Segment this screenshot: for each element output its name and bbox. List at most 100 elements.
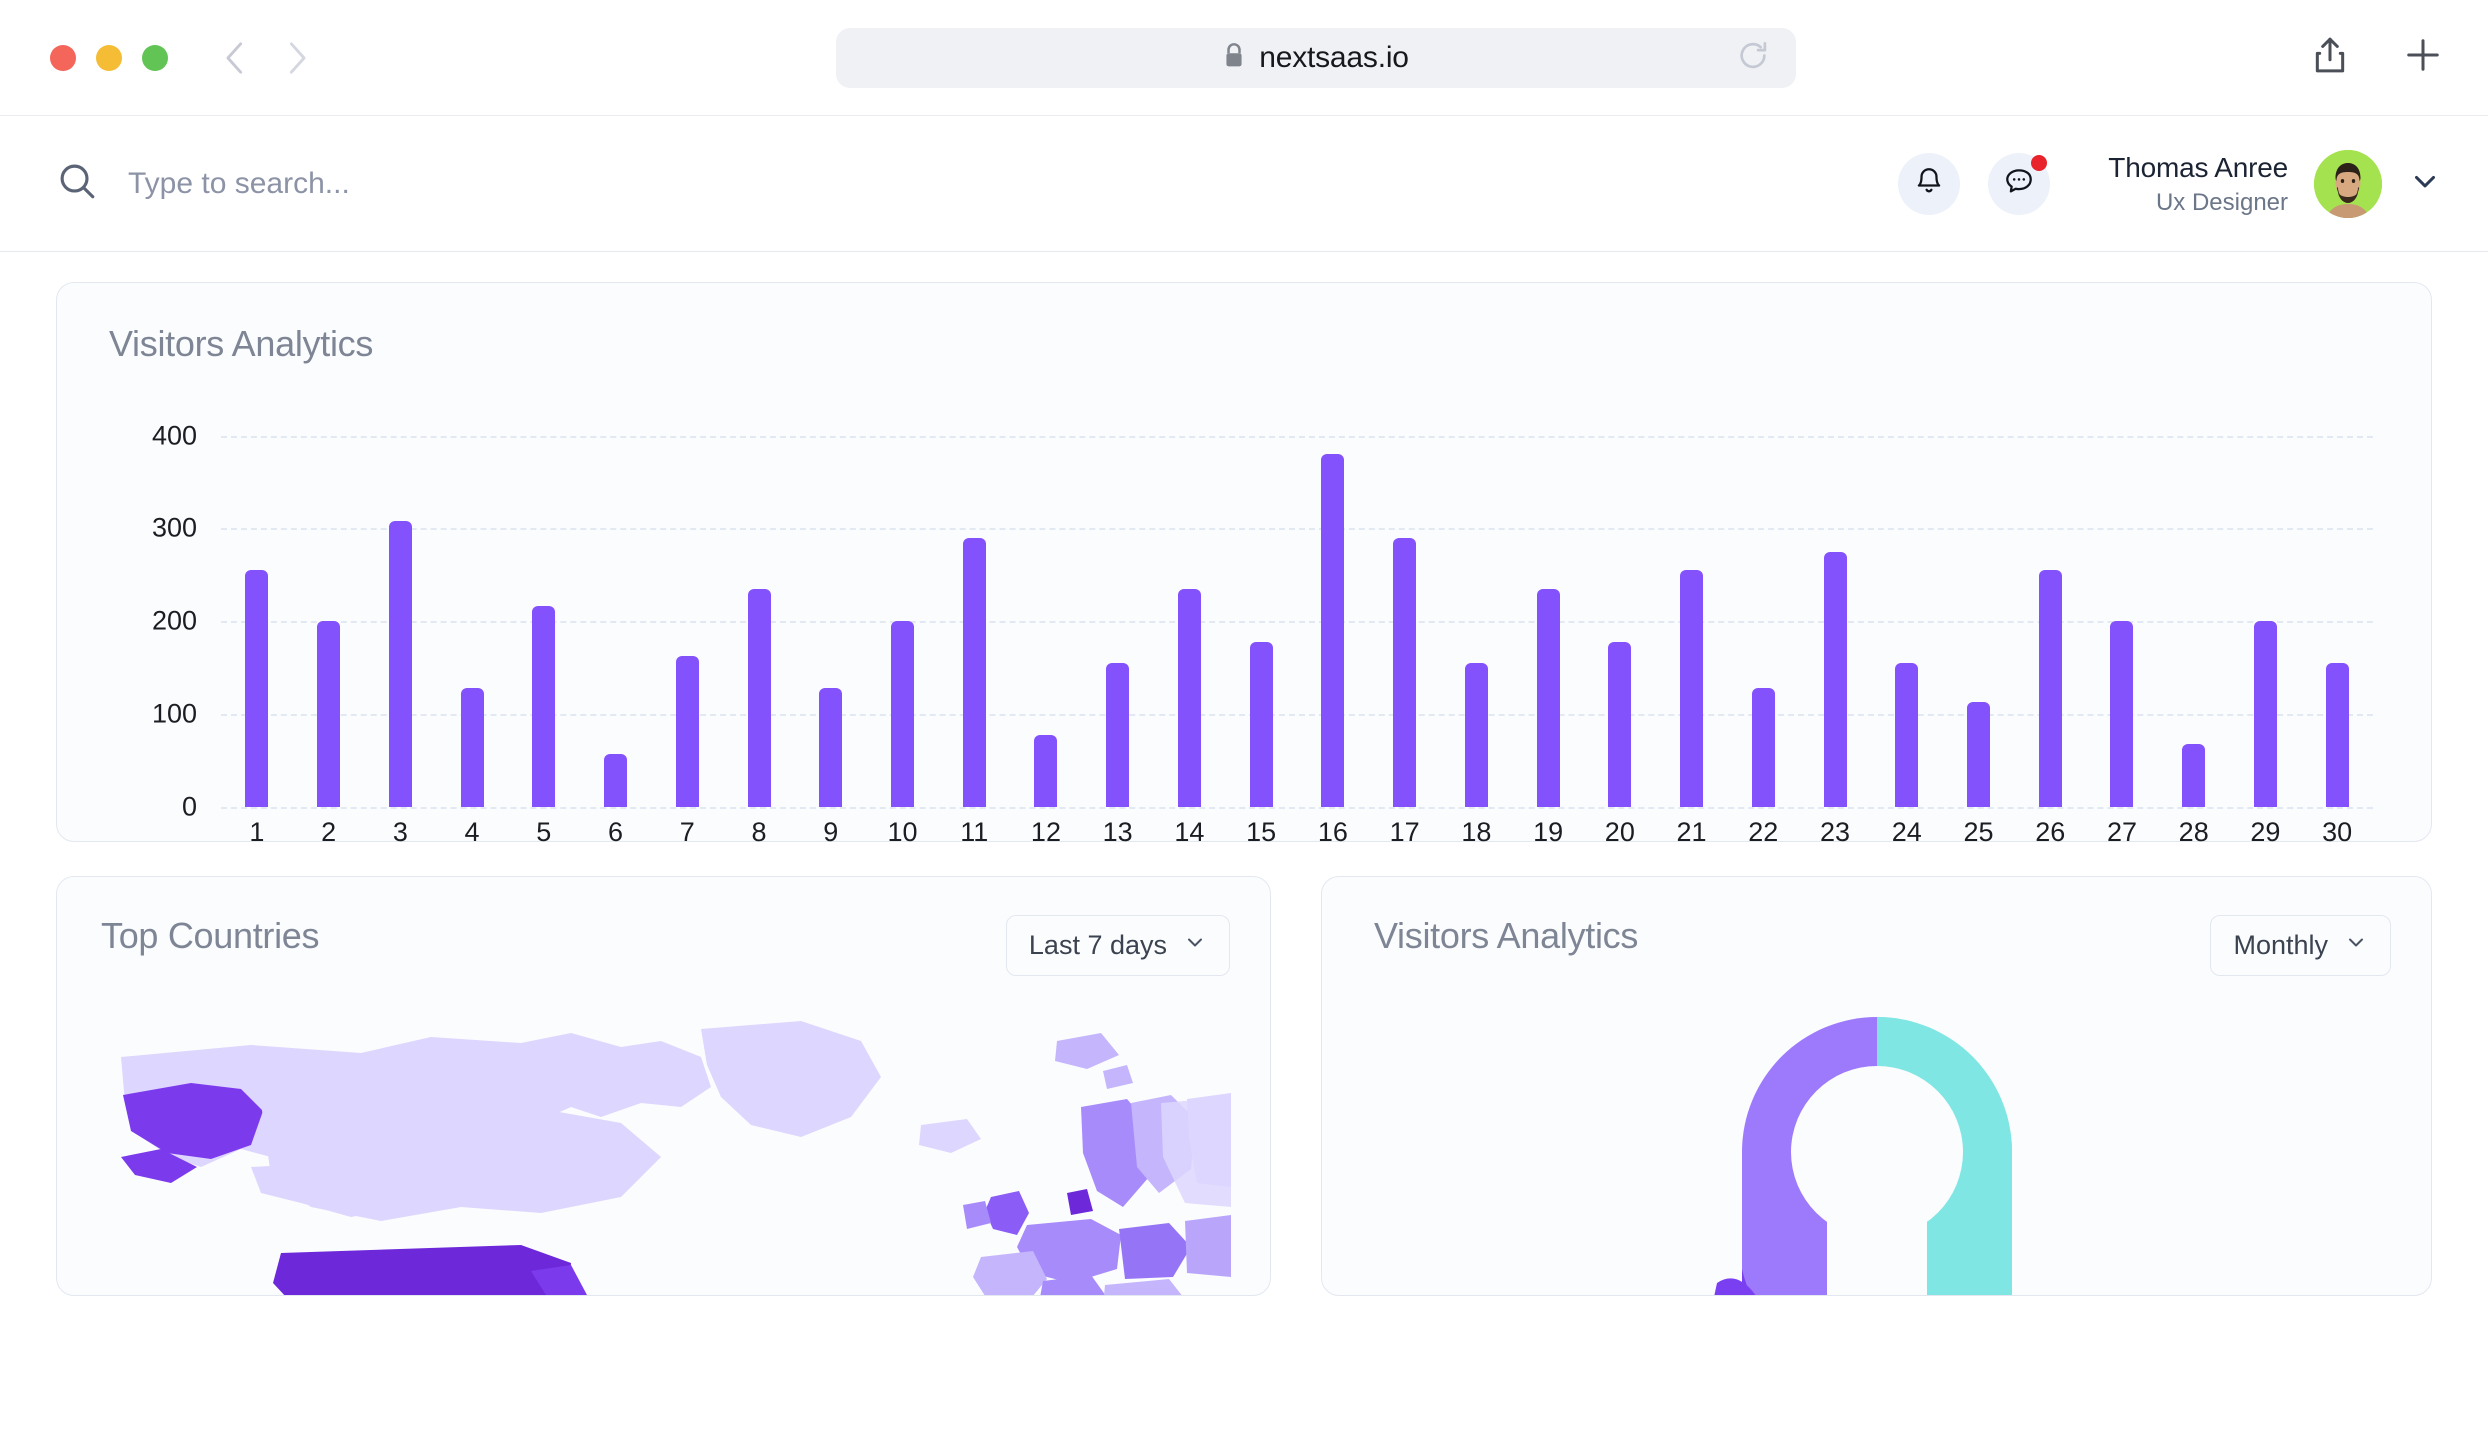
x-axis-tick: 5 [536,817,552,847]
bar-column[interactable] [867,417,939,807]
chevron-down-icon[interactable] [2408,164,2442,203]
messages-button[interactable] [1988,152,2051,215]
bar-chart: 0 100 200 300 400 1 2 3 4 5 6 7 8 9 10 11 12 13 14 15 16 17 1… [101,417,2387,847]
bar-column[interactable] [1082,417,1154,807]
address-bar[interactable]: nextsaas.io [836,28,1796,88]
bar[interactable] [2110,621,2134,807]
bar[interactable] [1823,551,1847,807]
share-icon[interactable] [2312,36,2348,79]
bar-column[interactable] [580,417,652,807]
bar[interactable] [747,588,771,807]
top-countries-range-dropdown[interactable]: Last 7 days [1005,915,1230,976]
x-axis-tick: 17 [1389,817,1420,847]
chevron-right-icon[interactable] [280,38,314,78]
bar-column[interactable] [1871,417,1943,807]
notifications-button[interactable] [1898,152,1961,215]
bar[interactable] [317,621,341,807]
y-axis-tick: 300 [151,512,197,543]
bar-column[interactable] [1799,417,1871,807]
bar[interactable] [1106,663,1130,807]
bar-column[interactable] [1369,417,1441,807]
lock-icon [1223,42,1245,75]
top-countries-card: Top Countries Last 7 days [56,876,1271,1296]
page-title: Visitors Analytics [109,323,374,364]
bar-column[interactable] [1440,417,1512,807]
visitors-analytics-donut-card: Visitors Analytics Monthly [1321,876,2432,1296]
bar-column[interactable] [651,417,723,807]
x-axis-tick: 11 [960,817,989,847]
bar-column[interactable] [795,417,867,807]
bar[interactable] [1177,588,1201,807]
bar[interactable] [1895,663,1919,807]
bar[interactable] [1034,734,1058,807]
x-axis-tick: 22 [1748,817,1779,847]
bar-column[interactable] [1943,417,2015,807]
bar-column[interactable] [364,417,436,807]
unread-badge [2031,154,2048,171]
bar[interactable] [1680,570,1704,807]
bar[interactable] [2253,621,2277,807]
bar[interactable] [1536,588,1560,807]
bar-column[interactable] [2086,417,2158,807]
bar-column[interactable] [508,417,580,807]
x-axis-tick: 26 [2035,817,2066,847]
bar-column[interactable] [2301,417,2373,807]
bar-column[interactable] [1154,417,1226,807]
world-map[interactable] [101,1007,1231,1295]
bar-column[interactable] [221,417,293,807]
bar-column[interactable] [1727,417,1799,807]
chart-gridlines [221,417,2373,809]
avatar[interactable] [2314,149,2382,218]
x-axis-tick: 28 [2178,817,2209,847]
search-input[interactable] [128,166,728,201]
bar-column[interactable] [1297,417,1369,807]
bar-column[interactable] [938,417,1010,807]
gridline [221,435,2373,438]
minimize-window-button[interactable] [96,44,122,71]
bar-column[interactable] [2158,417,2230,807]
bar[interactable] [1393,537,1417,807]
bar-column[interactable] [1656,417,1728,807]
bar-column[interactable] [2014,417,2086,807]
bar[interactable] [460,688,484,807]
maximize-window-button[interactable] [142,44,168,71]
x-axis-tick: 3 [392,817,408,847]
donut-chart[interactable] [1597,1007,2157,1295]
bar-column[interactable] [293,417,365,807]
bar[interactable] [819,688,843,807]
search-bar[interactable] [56,160,1898,207]
bar[interactable] [890,621,914,807]
x-axis-tick: 4 [464,817,480,847]
bar[interactable] [675,655,699,807]
bar[interactable] [2325,663,2349,807]
browser-chrome: nextsaas.io [0,0,2488,116]
bar[interactable] [388,521,412,807]
bar[interactable] [604,754,628,807]
close-window-button[interactable] [50,44,76,71]
bar[interactable] [1966,702,1990,807]
bar[interactable] [1321,454,1345,807]
bar[interactable] [1608,641,1632,807]
user-menu[interactable]: Thomas Anree Ux Designer [2108,149,2442,218]
bell-icon [1913,165,1945,202]
bar[interactable] [2038,570,2062,807]
bar-column[interactable] [1584,417,1656,807]
bar[interactable] [1751,688,1775,807]
bar[interactable] [245,570,269,807]
visitors-analytics-header: Visitors Analytics Monthly [1374,915,2391,976]
bar[interactable] [962,537,986,807]
bar-column[interactable] [1010,417,1082,807]
bar-column[interactable] [2230,417,2302,807]
chevron-left-icon[interactable] [218,38,252,78]
bar[interactable] [2182,743,2206,807]
bar-column[interactable] [723,417,795,807]
bar[interactable] [1249,641,1273,807]
bar[interactable] [532,605,556,807]
reload-icon[interactable] [1736,39,1770,78]
plus-icon[interactable] [2404,36,2442,79]
bar[interactable] [1464,663,1488,807]
bar-column[interactable] [436,417,508,807]
visitors-period-dropdown[interactable]: Monthly [2210,915,2391,976]
bar-column[interactable] [1225,417,1297,807]
bar-column[interactable] [1512,417,1584,807]
